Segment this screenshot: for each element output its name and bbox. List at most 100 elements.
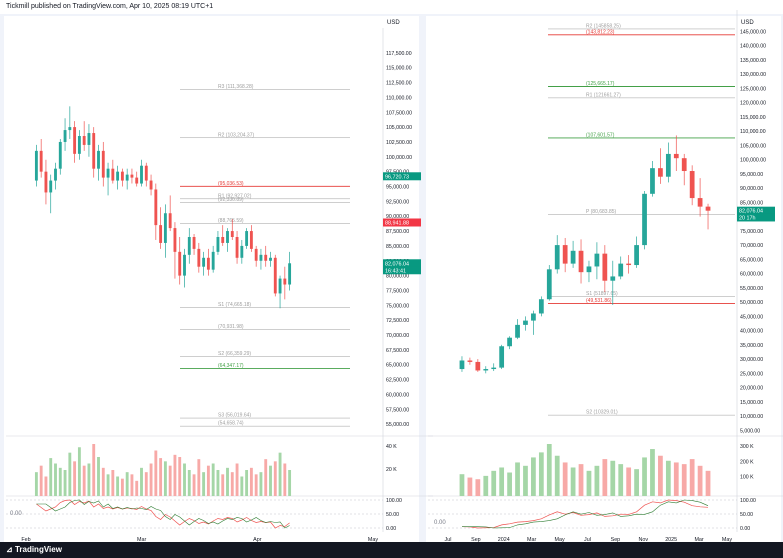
oscillator-fast-line	[461, 499, 709, 529]
volume-bar	[87, 463, 91, 496]
price-tag-box	[383, 172, 421, 181]
candle-body	[202, 257, 206, 267]
pivot-level-label: R2 (103,204.37)	[218, 132, 254, 138]
volume-bar	[97, 457, 100, 496]
price-axis-tick: 110,000.00	[740, 129, 766, 135]
price-axis-tick: 112,500.00	[386, 81, 412, 87]
pivot-level-label: (70,931.98)	[218, 324, 244, 330]
candle-body	[230, 231, 234, 237]
candle-body	[278, 278, 282, 294]
candle-body	[459, 360, 465, 370]
volume-bar	[159, 458, 163, 496]
volume-bar	[111, 470, 115, 496]
price-axis-tick: 20,000.00	[740, 386, 763, 392]
time-axis-label: Sep	[471, 537, 481, 543]
candle-body	[63, 130, 67, 142]
volume-bar	[259, 472, 263, 496]
volume-bar	[226, 467, 229, 496]
candle-body	[673, 153, 679, 159]
price-axis-tick: 120,000.00	[740, 101, 766, 107]
pivot-level-label: R3 (111,368.28)	[218, 84, 254, 90]
time-axis-label: Feb	[21, 537, 30, 543]
left-currency-label: USD	[387, 20, 400, 26]
pivot-level-label: (49,531.86)	[586, 298, 612, 304]
volume-bar	[216, 470, 220, 496]
price-axis-tick: 117,500.00	[386, 51, 412, 57]
price-axis-tick: 102,500.00	[386, 140, 412, 146]
volume-bar	[249, 467, 253, 496]
left-osc-left-label: 0.00	[10, 511, 22, 517]
volume-bar	[562, 462, 568, 496]
candle-body	[240, 245, 244, 258]
oscillator-fast-line	[36, 499, 290, 529]
pivot-level-label: S1 (74,665.18)	[218, 302, 251, 308]
volume-bar	[273, 461, 277, 496]
candle-body	[602, 253, 608, 281]
volume-bar	[681, 464, 687, 496]
candle-body	[120, 171, 124, 181]
price-axis-tick: 35,000.00	[740, 343, 763, 349]
volume-bar	[149, 463, 153, 496]
time-axis-label: Jul	[445, 537, 452, 543]
price-axis-tick: 65,000.00	[386, 363, 409, 369]
price-tag-box	[383, 259, 421, 268]
volume-bar	[235, 463, 239, 496]
time-axis-label: Jul	[584, 537, 591, 543]
pivot-level-label: (92,330.89)	[218, 197, 244, 203]
oscillator-slow-line	[462, 499, 709, 529]
candle-body	[483, 369, 489, 371]
pivot-level-label: R1 (92,927.02)	[218, 193, 252, 199]
price-axis-tick: 72,500.00	[386, 318, 409, 324]
price-axis-tick: 110,000.00	[386, 95, 412, 101]
candle-body	[570, 250, 576, 264]
volume-bar	[602, 459, 608, 496]
price-axis-tick: 10,000.00	[740, 414, 763, 420]
candle-body	[254, 248, 258, 261]
volume-bar	[523, 465, 528, 496]
pivot-level-label: (54,658.74)	[218, 421, 244, 427]
candle-body	[610, 276, 616, 281]
candle-body	[249, 231, 253, 249]
price-axis-tick: 125,000.00	[740, 86, 766, 92]
volume-bar	[618, 464, 624, 496]
price-axis-tick: 90,000.00	[386, 214, 409, 220]
candle-body	[562, 245, 568, 264]
volume-bar	[515, 462, 520, 496]
volume-bar	[264, 459, 268, 496]
volume-bar	[154, 450, 158, 496]
candle-body	[178, 251, 182, 276]
candle-body	[594, 253, 600, 267]
candle-body	[665, 153, 671, 177]
candle-body	[135, 177, 139, 184]
oscillator-axis-tick: 100.00	[740, 498, 756, 504]
volume-bar	[254, 474, 258, 496]
time-axis-label: 2024	[498, 537, 510, 543]
candle-body	[515, 324, 520, 338]
price-axis-tick: 140,000.00	[740, 44, 766, 50]
candle-body	[475, 361, 481, 371]
volume-bar	[245, 470, 249, 496]
candle-body	[58, 141, 62, 169]
volume-bar	[546, 444, 552, 496]
time-axis-label: Apr	[253, 537, 262, 543]
candle-body	[192, 237, 196, 249]
right-chart[interactable]: 145,000.00 140,000.00 135,000.00 130,000.00…	[428, 10, 783, 543]
volume-bar	[211, 463, 215, 496]
candle-body	[269, 257, 272, 261]
price-tag-label: 96,720.73	[385, 174, 409, 180]
candle-body	[221, 237, 225, 243]
price-axis-tick: 135,000.00	[740, 58, 766, 64]
candle-body	[92, 133, 96, 169]
pivot-level-label: (95,036.53)	[218, 181, 244, 187]
left-chart[interactable]: 117,500.00 115,000.00 112,500.00 110,000.00…	[6, 28, 433, 543]
price-axis-tick: 15,000.00	[740, 400, 763, 406]
price-tag-label: 88,941.88	[385, 220, 409, 226]
volume-bar	[54, 463, 57, 496]
oscillator-axis-tick: 100.00	[386, 498, 402, 504]
candle-body	[273, 257, 277, 294]
candle-body	[130, 174, 134, 178]
candle-body	[211, 251, 215, 270]
volume-bar	[658, 455, 663, 496]
volume-bar	[206, 465, 210, 496]
